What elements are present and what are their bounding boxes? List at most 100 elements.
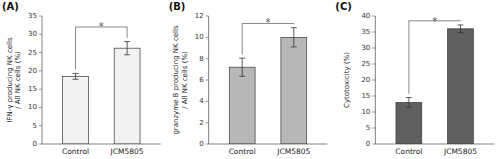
- y-tick-label: 20: [361, 76, 370, 84]
- x-tick-label: JCM5805: [443, 147, 477, 156]
- bar: [281, 37, 307, 144]
- panel-label: (A): [2, 1, 19, 12]
- y-tick: [206, 16, 209, 17]
- y-tick-label: 35: [28, 12, 37, 20]
- error-bar: [291, 28, 297, 47]
- x-tick-label: Control: [229, 147, 256, 156]
- error-stem: [460, 25, 461, 33]
- x-tick-label: Control: [395, 147, 422, 156]
- error-cap: [457, 32, 463, 33]
- y-tick: [372, 112, 375, 113]
- error-stem: [127, 42, 128, 55]
- x-tick-label: JCM5805: [276, 147, 310, 156]
- y-tick: [39, 144, 42, 145]
- x-tick-label: JCM5805: [110, 147, 144, 156]
- x-tick-label: Control: [62, 147, 89, 156]
- panel-label: (B): [169, 1, 186, 12]
- y-tick-label: 0: [366, 140, 370, 148]
- y-tick-label: 2: [199, 119, 203, 127]
- error-cap: [73, 79, 79, 80]
- y-tick: [206, 101, 209, 102]
- y-tick: [372, 80, 375, 81]
- significance-bracket: [76, 27, 128, 70]
- y-axis-label-line: / All NK cells (%): [14, 51, 22, 109]
- error-stem: [242, 58, 243, 76]
- y-tick: [39, 34, 42, 35]
- y-axis: [375, 16, 376, 144]
- y-axis-label-line: granzyme B producing NK cells: [172, 25, 180, 135]
- y-tick-label: 0: [199, 140, 203, 148]
- bar: [63, 76, 89, 144]
- bar: [114, 48, 140, 144]
- y-tick-label: 8: [199, 55, 203, 63]
- y-tick-label: 5: [33, 122, 37, 130]
- x-axis: [42, 144, 161, 145]
- error-cap: [239, 76, 245, 77]
- y-tick-label: 15: [28, 85, 37, 93]
- x-axis: [209, 144, 328, 145]
- y-tick: [206, 37, 209, 38]
- y-tick-label: 40: [361, 12, 370, 20]
- error-cap: [124, 54, 130, 55]
- bar: [396, 102, 422, 144]
- error-cap: [291, 46, 297, 47]
- y-tick: [206, 80, 209, 81]
- y-axis-label: granzyme B producing NK cells/ All NK ce…: [172, 25, 189, 135]
- y-tick-label: 5: [366, 124, 370, 132]
- significance-star: *: [99, 21, 104, 32]
- chart-root: 05101520253035*ControlJCM5805IFN-γ produ…: [0, 0, 500, 159]
- y-tick-label: 0: [33, 140, 37, 148]
- y-tick-label: 15: [361, 92, 370, 100]
- error-bar: [406, 98, 412, 108]
- y-tick-label: 25: [28, 49, 37, 57]
- error-bar: [457, 25, 463, 33]
- y-tick: [372, 64, 375, 65]
- y-tick: [39, 70, 42, 71]
- y-tick: [206, 144, 209, 145]
- error-stem: [408, 98, 409, 108]
- y-tick: [372, 96, 375, 97]
- bar: [448, 29, 474, 144]
- y-tick: [206, 58, 209, 59]
- significance-bracket: [409, 21, 461, 94]
- y-tick: [372, 32, 375, 33]
- error-cap: [73, 73, 79, 74]
- y-tick: [372, 128, 375, 129]
- y-tick: [39, 52, 42, 53]
- y-tick-label: 20: [28, 67, 37, 75]
- plot-area: [229, 23, 306, 144]
- error-cap: [406, 97, 412, 98]
- error-stem: [75, 73, 76, 79]
- y-axis-label-line: IFN-γ producing NK cells: [6, 37, 14, 123]
- y-tick: [39, 107, 42, 108]
- plot-area: [396, 21, 473, 144]
- error-bar: [124, 42, 130, 55]
- y-tick-label: 25: [361, 60, 370, 68]
- y-tick-label: 35: [361, 28, 370, 36]
- y-tick-label: 30: [28, 30, 37, 38]
- error-cap: [457, 24, 463, 25]
- y-axis-label: Cytotoxicity (%): [343, 52, 351, 108]
- x-axis: [375, 144, 494, 145]
- error-stem: [293, 28, 294, 47]
- y-tick: [39, 89, 42, 90]
- y-tick-label: 6: [199, 76, 204, 84]
- y-axis-label: IFN-γ producing NK cells/ All NK cells (…: [6, 37, 23, 123]
- y-tick-label: 10: [28, 103, 37, 111]
- y-tick: [372, 16, 375, 17]
- y-axis-label-line: Cytotoxicity (%): [343, 52, 351, 108]
- y-tick: [372, 144, 375, 145]
- y-tick: [206, 122, 209, 123]
- panel: 0 5 10 15 20 25 30 35 * Control JCM5805 IFN-γ produ…: [2, 1, 161, 156]
- y-axis: [208, 16, 209, 144]
- y-tick-label: 4: [199, 97, 204, 105]
- y-tick: [372, 48, 375, 49]
- significance-star: *: [432, 16, 437, 27]
- error-cap: [406, 107, 412, 108]
- panel: 0510152025303540*ControlJCM5805Cytotoxic…: [335, 1, 494, 156]
- error-bar: [73, 73, 79, 79]
- error-cap: [124, 41, 130, 42]
- y-tick: [39, 125, 42, 126]
- y-tick-label: 12: [195, 12, 204, 20]
- y-tick-label: 10: [361, 108, 370, 116]
